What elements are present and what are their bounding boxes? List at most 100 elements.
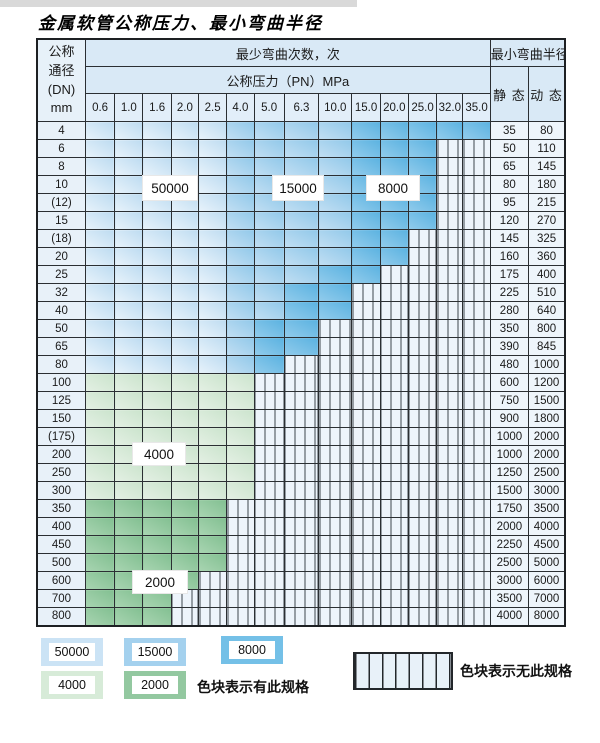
no-spec-cell [226, 589, 255, 608]
no-spec-cell [407, 607, 438, 626]
dynamic-radius-cell: 400 [528, 265, 566, 284]
spec-cell [142, 121, 172, 140]
no-spec-cell [379, 571, 409, 590]
dn-cell: 20 [36, 247, 86, 266]
spec-cell [197, 229, 228, 248]
dn-corner-header: 公称 通径 (DN) mm [36, 38, 86, 122]
spec-cell [142, 337, 172, 356]
spec-cell [226, 355, 255, 374]
spec-cell [114, 175, 144, 194]
static-radius-cell: 120 [489, 211, 530, 230]
no-spec-cell [253, 427, 285, 446]
spec-cell [197, 535, 228, 554]
spec-cell [197, 301, 228, 320]
spec-cell [283, 157, 320, 176]
no-spec-cell [462, 499, 491, 518]
dynamic-radius-cell: 845 [528, 337, 566, 356]
no-spec-cell [379, 373, 409, 392]
static-column-header: 静 态 [489, 66, 530, 122]
spec-cell [379, 139, 409, 158]
static-radius-cell: 225 [489, 283, 530, 302]
no-spec-cell [462, 247, 491, 266]
spec-cell [142, 301, 172, 320]
cycles-label-4000: 4000 [132, 442, 186, 466]
spec-cell [197, 193, 228, 212]
cycles-label-15000: 15000 [272, 175, 324, 201]
no-spec-cell [436, 589, 464, 608]
table-row: 15 120 270 [36, 211, 566, 230]
no-spec-cell [283, 355, 320, 374]
spec-cell [283, 337, 320, 356]
spec-cell [84, 409, 116, 428]
pressure-tick: 2.5 [197, 93, 228, 122]
dn-cell: 4 [36, 121, 86, 140]
no-spec-cell [462, 193, 491, 212]
spec-cell [114, 121, 144, 140]
spec-cell [142, 481, 172, 500]
spec-cell [197, 157, 228, 176]
spec-cell [142, 265, 172, 284]
spec-cell [253, 157, 285, 176]
spec-cell [197, 211, 228, 230]
spec-cell [226, 319, 255, 338]
no-spec-cell [253, 499, 285, 518]
no-spec-cell [436, 283, 464, 302]
spec-cell [142, 157, 172, 176]
spec-cell [142, 517, 172, 536]
no-spec-cell [407, 265, 438, 284]
spec-cell [197, 139, 228, 158]
table-row: 40 280 640 [36, 301, 566, 320]
no-spec-cell [283, 373, 320, 392]
no-spec-cell [462, 463, 491, 482]
no-spec-cell [436, 553, 464, 572]
spec-cell [379, 211, 409, 230]
spec-cell [318, 157, 353, 176]
spec-cell [84, 571, 116, 590]
spec-cell [170, 463, 200, 482]
no-spec-cell [407, 283, 438, 302]
spec-cell [318, 121, 353, 140]
dn-cell: 6 [36, 139, 86, 158]
no-spec-cell [351, 301, 381, 320]
scan-edge-strip [0, 0, 357, 7]
no-spec-cell [436, 229, 464, 248]
no-spec-cell [318, 355, 353, 374]
table-row: 8 65 145 [36, 157, 566, 176]
dynamic-radius-cell: 2500 [528, 463, 566, 482]
dn-cell: 400 [36, 517, 86, 536]
no-spec-cell [318, 607, 353, 626]
spec-cell [84, 535, 116, 554]
no-spec-cell [379, 391, 409, 410]
no-spec-cell [436, 319, 464, 338]
dynamic-radius-cell: 80 [528, 121, 566, 140]
no-spec-cell [253, 589, 285, 608]
legend-swatch-label: 4000 [49, 676, 95, 694]
spec-cell [197, 265, 228, 284]
spec-cell [197, 499, 228, 518]
table-row: 125 750 1500 [36, 391, 566, 410]
no-spec-cell [318, 427, 353, 446]
no-spec-cell [226, 499, 255, 518]
spec-cell [318, 301, 353, 320]
no-spec-cell [318, 373, 353, 392]
table-row: (175) 1000 2000 [36, 427, 566, 446]
spec-cell [283, 283, 320, 302]
dn-cell: 32 [36, 283, 86, 302]
no-spec-cell [379, 463, 409, 482]
page-title: 金属软管公称压力、最小弯曲半径 [38, 14, 323, 34]
spec-cell [84, 427, 116, 446]
dn-header-line: mm [50, 100, 73, 116]
spec-cell [84, 355, 116, 374]
no-spec-cell [436, 391, 464, 410]
dn-cell: 25 [36, 265, 86, 284]
spec-cell [114, 193, 144, 212]
dn-cell: 10 [36, 175, 86, 194]
no-spec-cell [253, 409, 285, 428]
dynamic-radius-cell: 2000 [528, 427, 566, 446]
table-row: 450 2250 4500 [36, 535, 566, 554]
spec-cell [197, 445, 228, 464]
spec-cell [142, 373, 172, 392]
spec-cell [318, 247, 353, 266]
no-spec-cell [407, 589, 438, 608]
